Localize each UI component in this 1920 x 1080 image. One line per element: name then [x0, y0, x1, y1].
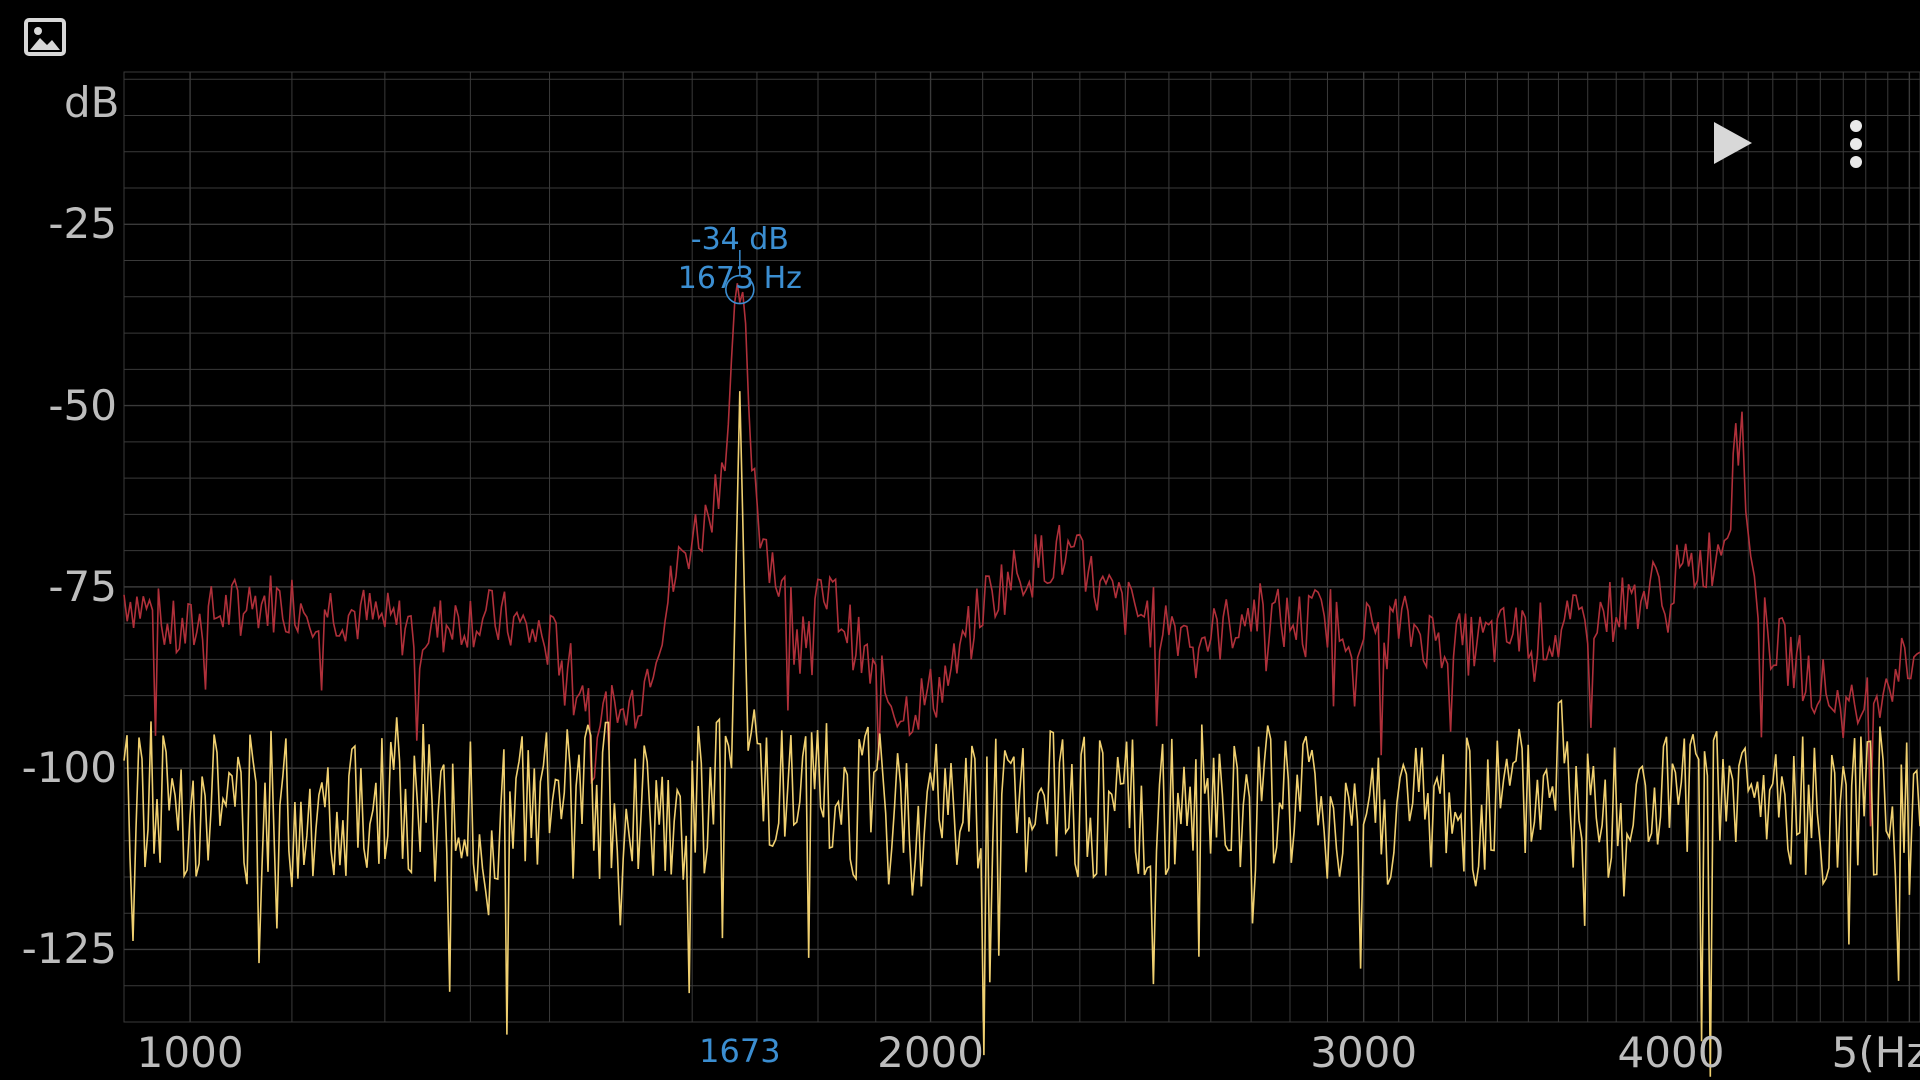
x-tick-label: 3000: [1310, 1028, 1418, 1077]
x-tick-label: 5(Hz: [1831, 1028, 1920, 1077]
y-tick-label: -25: [48, 199, 117, 249]
live-spectrum-trace: [123, 391, 1920, 1077]
y-tick-label: -75: [48, 561, 117, 611]
peak-hold-trace: [123, 283, 1920, 827]
plot-frame: [123, 71, 1920, 1023]
y-tick-label: -125: [21, 924, 117, 974]
x-tick-label: 4000: [1617, 1028, 1725, 1077]
y-axis-unit: dB: [64, 78, 120, 127]
x-axis-peak-label: 1673: [699, 1032, 781, 1070]
cursor-marker-ring[interactable]: [725, 274, 755, 305]
x-tick-label: 1000: [136, 1028, 244, 1077]
more-vert-icon: [1850, 120, 1862, 168]
x-tick-label: 2000: [877, 1028, 984, 1077]
y-tick-label: -50: [48, 380, 117, 430]
image-icon[interactable]: [24, 18, 66, 58]
y-tick-label: -100: [21, 743, 117, 793]
more-options-button[interactable]: [1836, 114, 1876, 174]
cursor-hz-readout: 1673 Hz: [677, 261, 802, 296]
grid-lines: [123, 71, 1920, 1023]
cursor-db-readout: -34 dB: [690, 222, 789, 257]
play-button[interactable]: [1708, 118, 1758, 168]
play-icon: [1714, 122, 1752, 164]
